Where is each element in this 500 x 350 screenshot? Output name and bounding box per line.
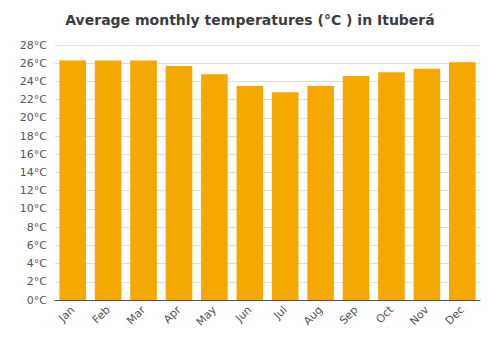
- svg-text:16°C: 16°C: [20, 148, 47, 161]
- svg-text:Oct: Oct: [373, 303, 396, 326]
- svg-text:22°C: 22°C: [20, 93, 47, 106]
- svg-text:May: May: [194, 303, 220, 329]
- svg-text:0°C: 0°C: [27, 294, 47, 307]
- svg-text:Jun: Jun: [232, 303, 254, 325]
- svg-text:4°C: 4°C: [27, 257, 47, 270]
- svg-text:Nov: Nov: [407, 303, 432, 328]
- svg-text:18°C: 18°C: [20, 130, 47, 143]
- svg-text:Dec: Dec: [443, 303, 467, 327]
- svg-text:Jul: Jul: [271, 303, 290, 322]
- svg-text:12°C: 12°C: [20, 184, 47, 197]
- svg-text:28°C: 28°C: [20, 39, 47, 52]
- svg-text:Mar: Mar: [124, 303, 148, 327]
- svg-text:6°C: 6°C: [27, 239, 47, 252]
- svg-text:14°C: 14°C: [20, 166, 47, 179]
- svg-text:Sep: Sep: [337, 303, 361, 327]
- svg-text:Apr: Apr: [161, 303, 184, 326]
- svg-text:20°C: 20°C: [20, 111, 47, 124]
- svg-text:Jan: Jan: [55, 303, 77, 325]
- svg-text:10°C: 10°C: [20, 202, 47, 215]
- svg-text:2°C: 2°C: [27, 275, 47, 288]
- svg-text:Feb: Feb: [90, 303, 113, 326]
- svg-text:Average monthly temperatures (: Average monthly temperatures (°C ) in It…: [65, 12, 434, 28]
- svg-text:26°C: 26°C: [20, 57, 47, 70]
- svg-text:8°C: 8°C: [27, 221, 47, 234]
- svg-text:Aug: Aug: [301, 303, 325, 327]
- svg-text:24°C: 24°C: [20, 75, 47, 88]
